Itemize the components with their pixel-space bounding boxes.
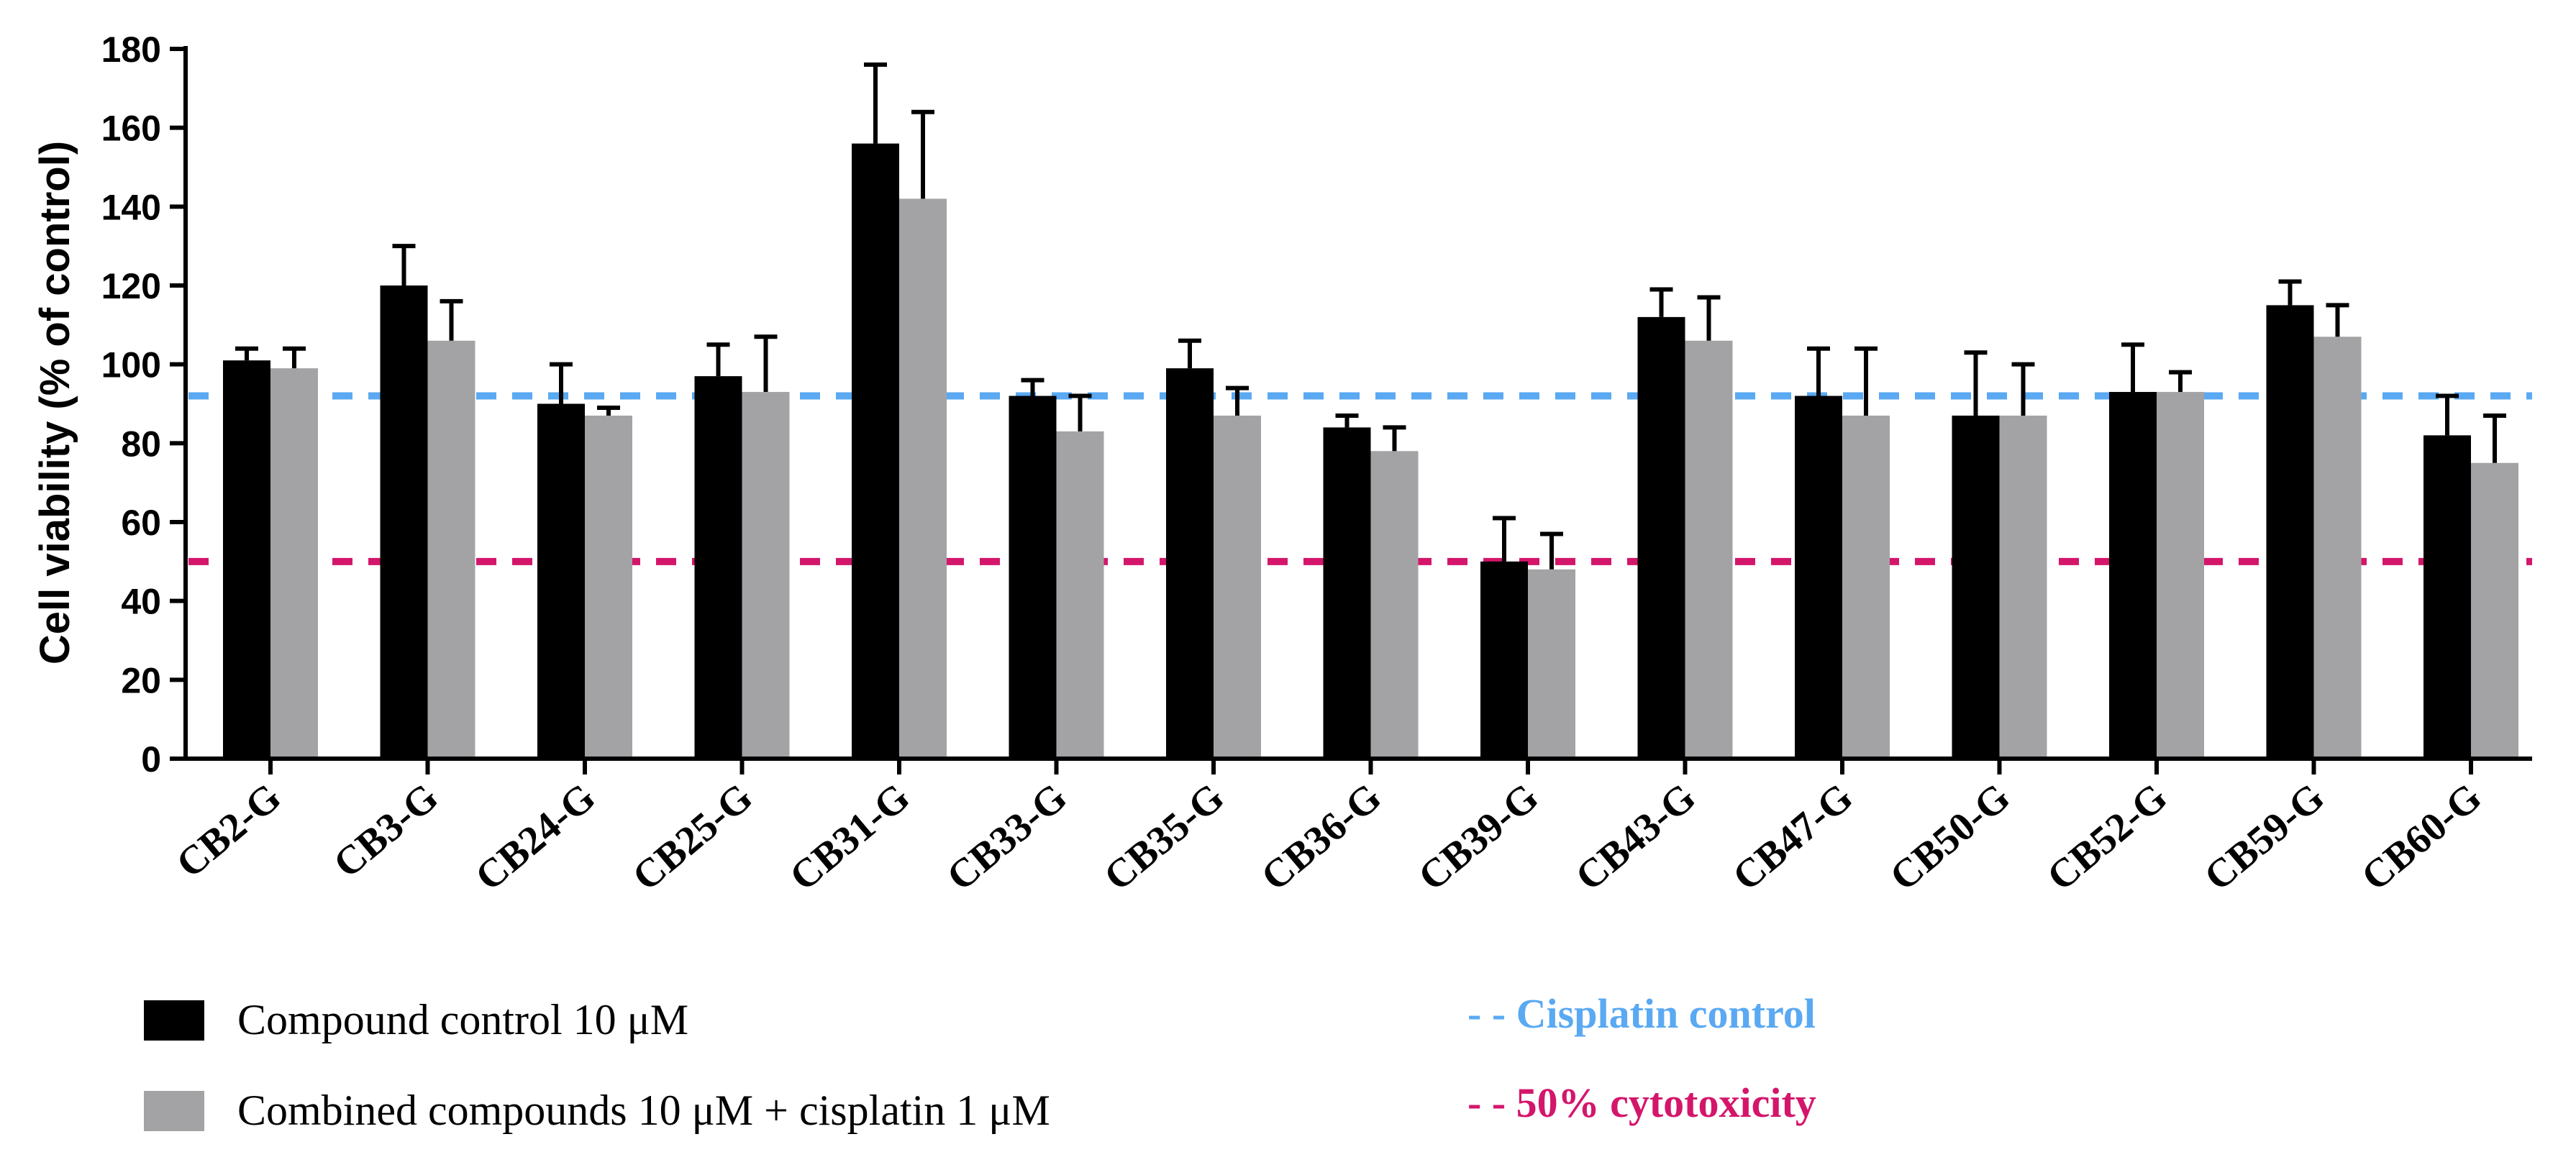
bar	[1009, 396, 1057, 759]
y-tick-label: 160	[101, 109, 161, 149]
bar	[2471, 462, 2518, 759]
bar	[1952, 415, 2000, 759]
bar	[852, 143, 899, 759]
x-tick-label: CB50-G	[1882, 774, 2019, 899]
bar	[1842, 415, 1890, 759]
bar	[2423, 435, 2471, 759]
y-tick-label: 80	[121, 424, 161, 464]
y-tick-label: 0	[141, 739, 161, 780]
bar	[585, 415, 632, 759]
x-tick-label: CB59-G	[2196, 774, 2333, 899]
bar	[223, 360, 270, 759]
legend-swatch-grey	[144, 1090, 204, 1131]
x-tick-label: CB31-G	[781, 774, 918, 899]
bar	[694, 376, 742, 759]
bar	[1323, 427, 1371, 759]
y-tick-label: 120	[101, 266, 161, 306]
y-axis-ticks: 0 20 40 60 80 100 120 140 160 180	[101, 29, 186, 780]
bar	[1685, 340, 1733, 759]
x-tick-label: CB3-G	[325, 774, 447, 886]
bar	[1480, 561, 1528, 759]
axes	[183, 46, 2532, 761]
bar	[1370, 451, 1419, 759]
legend-item-compound-control: Compound control 10 μM	[144, 995, 688, 1045]
x-tick-label: CB24-G	[467, 774, 604, 899]
legend-swatch-black	[144, 1000, 204, 1041]
bar	[537, 403, 585, 759]
bar	[2313, 337, 2362, 759]
y-tick-label: 60	[121, 503, 161, 543]
bar	[1637, 316, 1685, 759]
legend-cisplatin-control: - - Cisplatin control	[1467, 990, 1816, 1037]
bar	[2109, 392, 2157, 759]
legend-item-combined-compounds: Combined compounds 10 μM + cisplatin 1 μ…	[144, 1086, 1050, 1135]
legend-label: Compound control 10 μM	[237, 996, 689, 1043]
x-tick-label: CB43-G	[1567, 774, 1704, 899]
x-tick-label: CB47-G	[1724, 774, 1861, 899]
y-tick-label: 40	[121, 582, 161, 622]
x-tick-label: CB33-G	[939, 774, 1075, 899]
bar	[1795, 396, 1842, 759]
y-axis-label: Cell viability (% of control)	[32, 141, 78, 664]
bar	[270, 368, 318, 759]
bar	[427, 340, 475, 759]
x-tick-label: CB25-G	[624, 774, 761, 899]
y-tick-label: 140	[101, 187, 161, 227]
bar	[380, 285, 428, 759]
x-tick-label: CB36-G	[1253, 774, 1390, 899]
bar	[1528, 569, 1575, 759]
legend-label: Combined compounds 10 μM + cisplatin 1 μ…	[237, 1087, 1050, 1134]
y-tick-label: 100	[101, 345, 161, 385]
bar	[899, 198, 947, 759]
x-tick-label: CB2-G	[168, 774, 290, 886]
x-tick-label: CB60-G	[2353, 774, 2490, 899]
bar	[2157, 392, 2204, 759]
x-axis-ticks: CB2-G CB3-G CB24-G CB25-G CB31-G CB33-G CB35-G…	[168, 759, 2490, 900]
bars	[223, 62, 2518, 759]
x-tick-label: CB39-G	[1410, 774, 1547, 899]
bar	[1214, 415, 1261, 759]
x-tick-label: CB35-G	[1096, 774, 1232, 899]
bar	[2266, 305, 2314, 759]
bar	[1166, 368, 1214, 759]
legend-50pct-cytotoxicity: - - 50% cytotoxicity	[1467, 1079, 1816, 1126]
x-tick-label: CB52-G	[2039, 774, 2175, 899]
y-tick-label: 180	[101, 29, 161, 70]
bar	[742, 392, 790, 759]
y-tick-label: 20	[121, 660, 161, 700]
bar	[1999, 415, 2047, 759]
bar	[1056, 431, 1104, 759]
